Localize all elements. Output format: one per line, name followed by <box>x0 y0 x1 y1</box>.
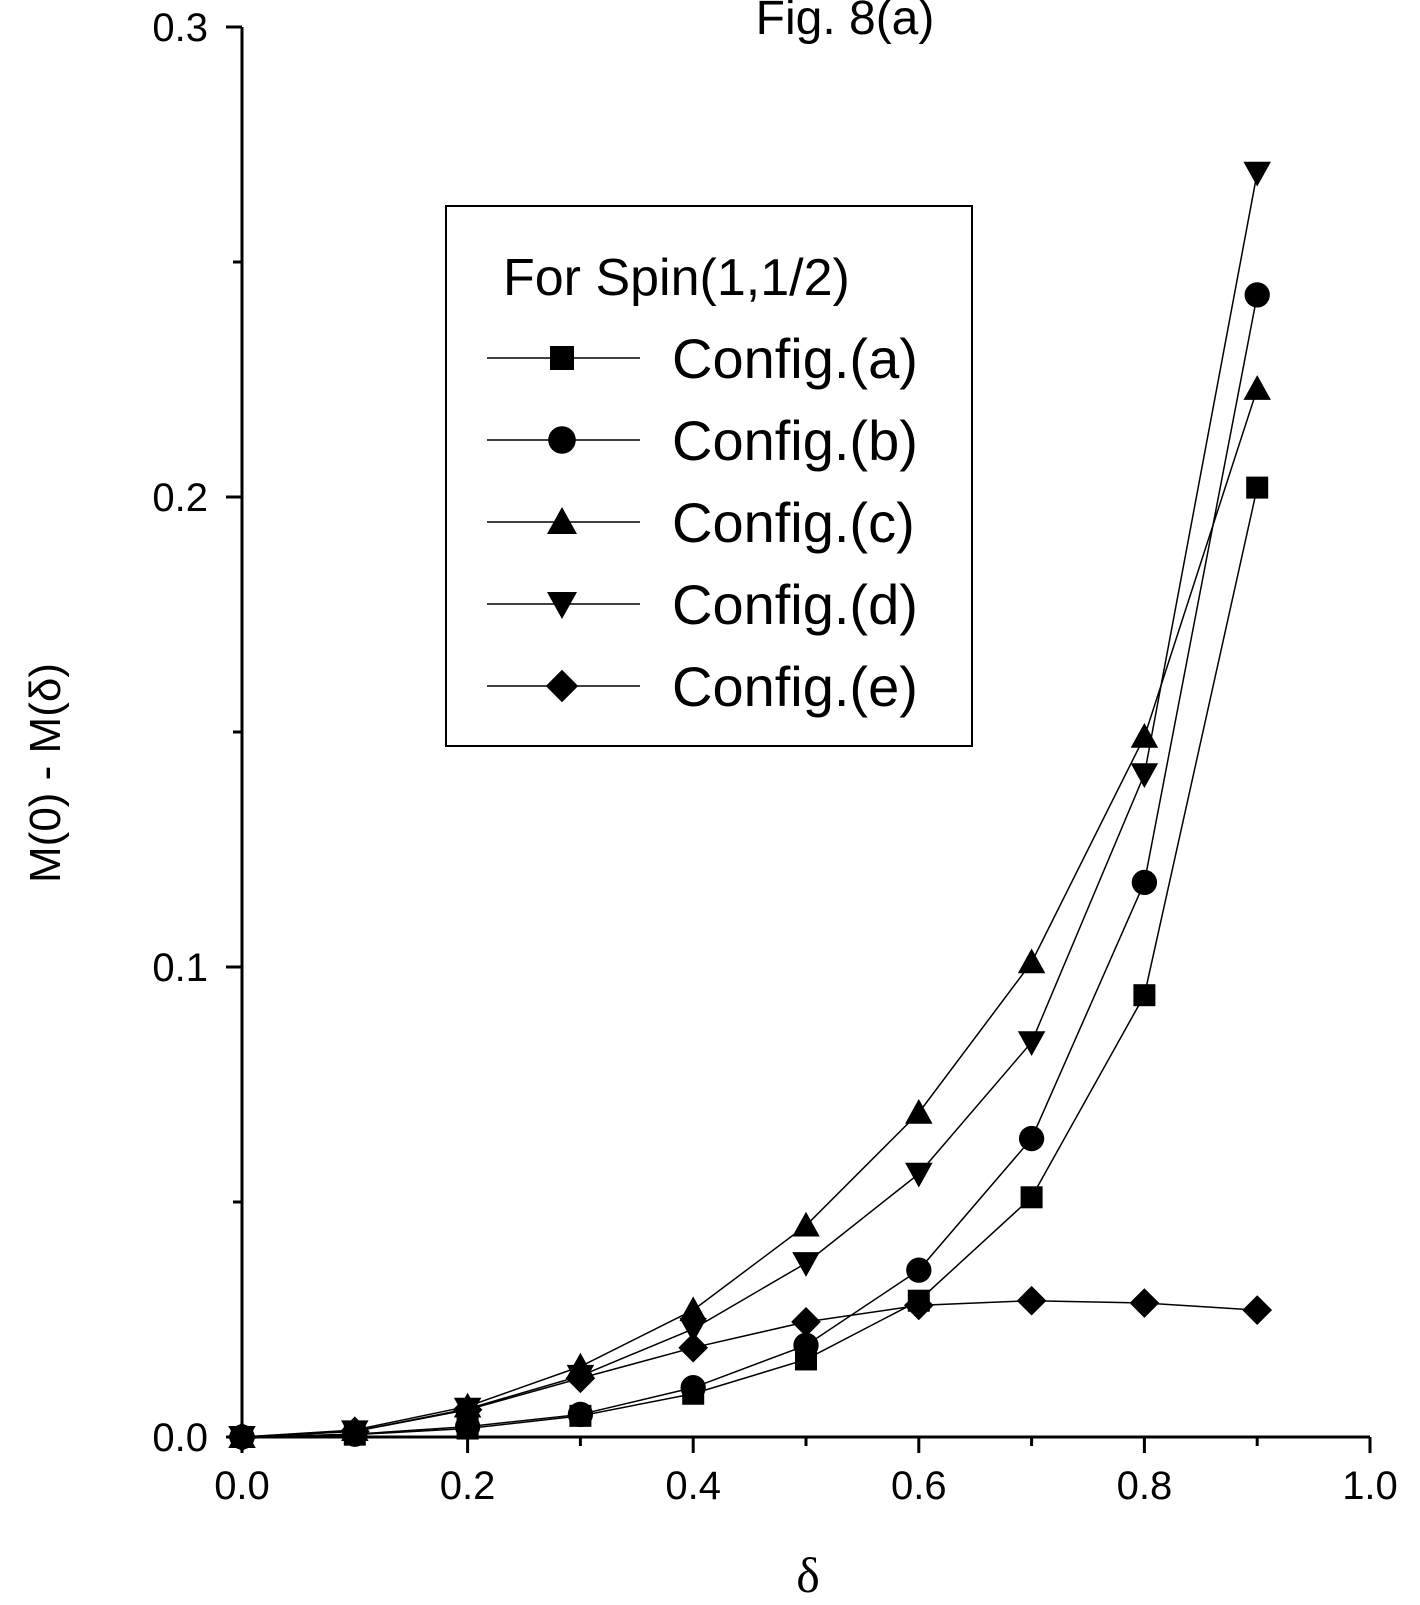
series-line <box>241 487 1258 1438</box>
legend-label: Config.(c) <box>672 491 915 554</box>
x-axis-title: δ <box>796 1547 820 1603</box>
data-point <box>680 1375 706 1401</box>
data-point <box>793 1332 819 1358</box>
data-point <box>791 1307 821 1337</box>
data-point <box>452 1394 483 1425</box>
x-ticks: 0.0 0.2 0.4 0.6 0.8 1.0 <box>214 1437 1398 1508</box>
legend-box <box>445 205 973 747</box>
legend-item: Config.(c) <box>487 491 915 554</box>
chart-title: Fig. 8(a) <box>756 0 935 45</box>
data-point <box>339 1416 370 1447</box>
legend-item: Config.(e) <box>487 655 918 718</box>
legend-item: Config.(a) <box>487 327 918 390</box>
data-point <box>1017 948 1046 974</box>
series-line <box>241 1299 1258 1438</box>
data-point <box>1133 984 1156 1007</box>
x-tick-label: 0.4 <box>665 1464 721 1508</box>
series-diamond <box>227 1285 1273 1452</box>
data-point <box>565 1363 596 1394</box>
y-ticks: 0.0 0.1 0.2 0.3 <box>152 6 242 1460</box>
x-tick-label: 0.6 <box>891 1464 947 1508</box>
data-point <box>1131 869 1158 896</box>
data-point <box>567 1401 594 1428</box>
data-point <box>1129 1288 1160 1318</box>
data-point <box>792 1252 820 1277</box>
data-point <box>1244 282 1270 308</box>
legend-marker <box>547 507 577 534</box>
y-tick-label: 0.0 <box>152 1416 208 1460</box>
legend: For Spin(1,1/2) Config.(a)Config.(b)Conf… <box>445 205 973 747</box>
data-point <box>1016 1285 1047 1316</box>
axes: 0.0 0.2 0.4 0.6 0.8 1.0 0.0 0.1 0.2 0.3 <box>152 6 1397 1508</box>
legend-marker <box>548 426 576 454</box>
data-point <box>905 1162 933 1188</box>
plot-area <box>227 161 1273 1452</box>
data-point <box>903 1290 934 1321</box>
data-point <box>679 1296 707 1322</box>
legend-item: Config.(d) <box>487 573 918 636</box>
legend-marker <box>550 346 574 370</box>
data-point <box>906 1257 932 1283</box>
data-point <box>1020 1186 1043 1209</box>
data-point <box>454 1414 481 1440</box>
data-point <box>1017 1031 1046 1056</box>
data-point <box>1130 763 1159 789</box>
data-point <box>678 1332 709 1363</box>
series-line <box>241 294 1258 1438</box>
x-tick-label: 0.2 <box>440 1464 496 1508</box>
legend-label: Config.(b) <box>672 409 918 472</box>
data-point <box>679 1317 707 1343</box>
y-axis-title: M(0) - M(δ) <box>21 663 70 883</box>
legend-label: Config.(e) <box>672 655 918 718</box>
y-tick-label: 0.2 <box>152 476 208 520</box>
data-point <box>792 1211 820 1237</box>
x-tick-label: 0.0 <box>214 1464 270 1508</box>
data-point <box>1243 375 1271 400</box>
legend-items: Config.(a) Config.(b) Config.(c) Config.(d)… <box>487 327 918 718</box>
data-point <box>1243 161 1271 187</box>
data-point <box>1246 476 1269 499</box>
legend-item: Config.(b) <box>487 409 918 472</box>
x-tick-label: 1.0 <box>1342 1464 1398 1508</box>
x-tick-label: 0.8 <box>1117 1464 1173 1508</box>
y-tick-label: 0.3 <box>152 6 208 50</box>
legend-title: For Spin(1,1/2) <box>503 249 850 307</box>
series-line <box>241 388 1258 1438</box>
data-point <box>1018 1125 1045 1152</box>
data-point <box>905 1098 933 1124</box>
legend-label: Config.(a) <box>672 327 918 390</box>
y-tick-label: 0.1 <box>152 946 208 990</box>
legend-marker <box>547 592 577 619</box>
legend-marker <box>545 669 579 703</box>
legend-label: Config.(d) <box>672 573 918 636</box>
data-point <box>1242 1295 1273 1325</box>
